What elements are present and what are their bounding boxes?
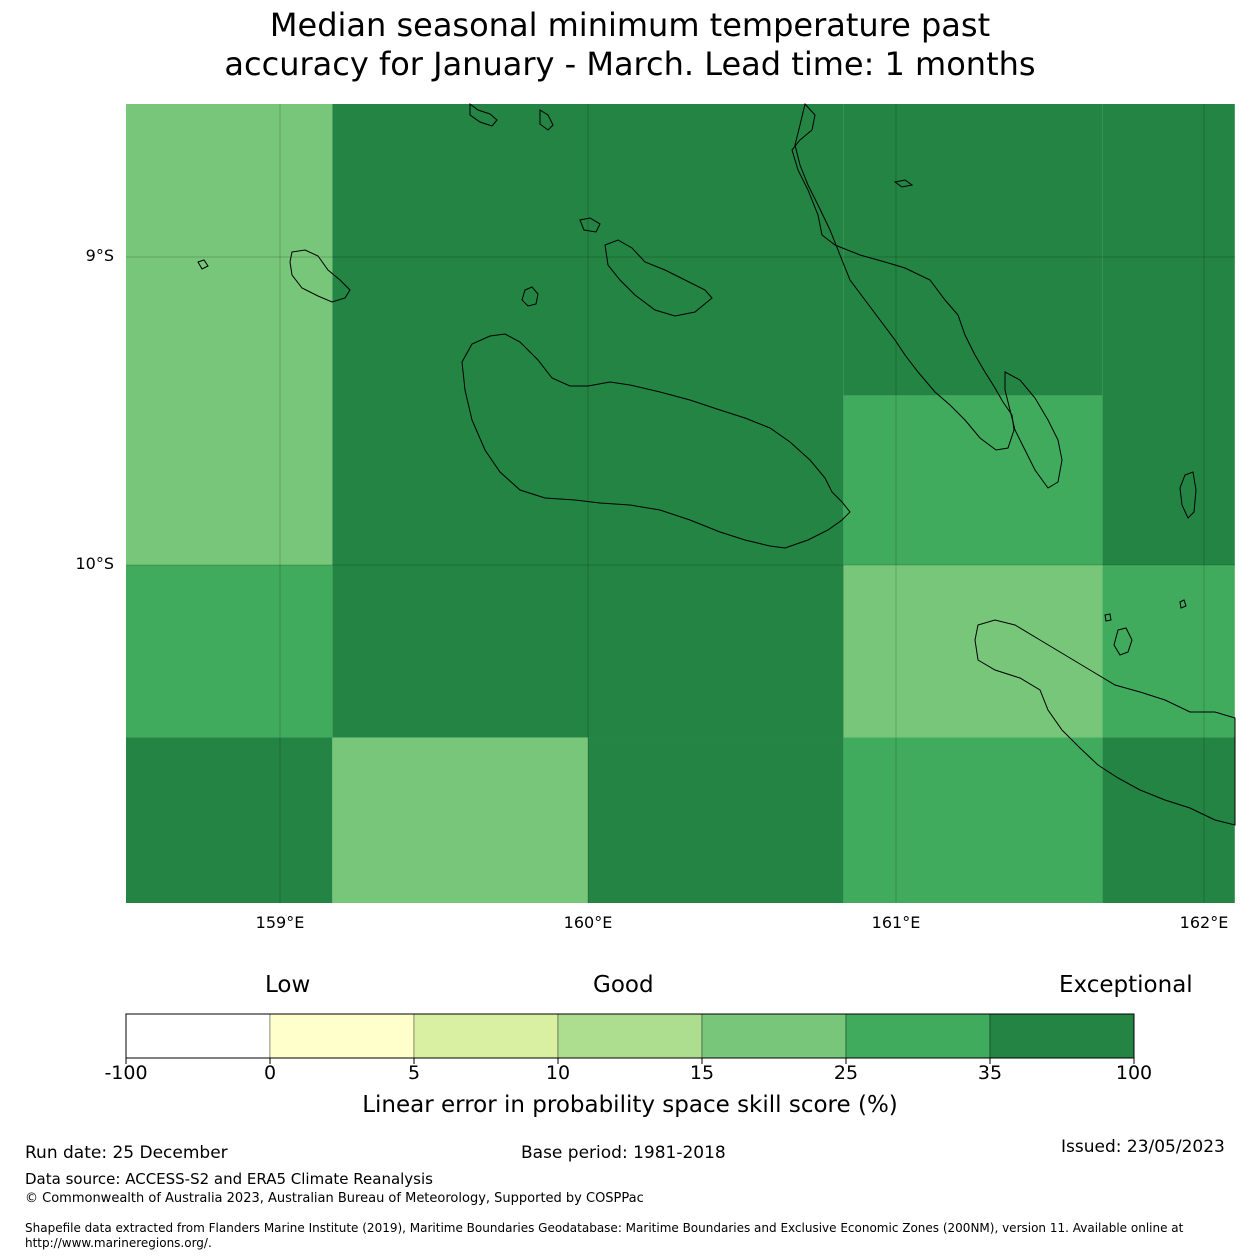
grid-cell (843, 104, 1103, 396)
grid-cell (1102, 565, 1235, 738)
colorbar-tick: 25 (833, 1062, 859, 1084)
lon-label-160e: 160°E (563, 913, 613, 932)
grid-cell (843, 565, 1103, 738)
run-date: Run date: 25 December (25, 1143, 228, 1163)
grid-cell (332, 104, 844, 565)
grid-cell (1102, 737, 1235, 903)
colorbar-tick: 15 (689, 1062, 715, 1084)
colorbar-segment (845, 1013, 991, 1059)
grid-cell (126, 565, 333, 738)
colorbar-tick: 10 (545, 1062, 571, 1084)
coastline-north-islet-2 (539, 109, 554, 131)
colorbar-tick: 35 (977, 1062, 1003, 1084)
grid-cell (332, 565, 844, 738)
data-source: Data source: ACCESS-S2 and ERA5 Climate … (25, 1170, 433, 1188)
coastlines (197, 102, 1236, 826)
colorbar-segment (989, 1013, 1135, 1059)
coastline-small-islet-3 (1104, 613, 1112, 622)
coastline-northern-islet (469, 103, 498, 127)
coastline-western-islet (197, 259, 209, 270)
coastline-russell-islands (289, 249, 351, 303)
title-line-2: accuracy for January - March. Lead time:… (224, 45, 1036, 83)
coastline-ugi (1113, 627, 1133, 656)
colorbar (125, 1013, 1135, 1064)
colorbar-tick: 0 (263, 1062, 277, 1084)
coastline-tulagi (579, 217, 601, 233)
colorbar-segment (557, 1013, 703, 1059)
coastline-savo (521, 286, 539, 307)
colorbar-title: Linear error in probability space skill … (362, 1092, 898, 1118)
grid-cell (843, 395, 1103, 565)
lat-label-9s: 9°S (85, 246, 114, 265)
chart-title: Median seasonal minimum temperature past… (0, 6, 1260, 84)
shapefile-credit: Shapefile data extracted from Flanders M… (25, 1221, 1184, 1250)
category-label-exceptional: Exceptional (1059, 972, 1193, 998)
grid-cell (332, 737, 588, 903)
grid-cell (1102, 104, 1235, 565)
coastline-makira (974, 619, 1236, 826)
colorbar-outline (125, 1013, 1135, 1059)
colorbar-tick: 100 (1115, 1062, 1153, 1084)
colorbar-tick: 5 (407, 1062, 421, 1084)
coastline-florida-islands (604, 239, 713, 317)
colorbar-tick: -100 (104, 1062, 148, 1084)
colorbar-segment (269, 1013, 415, 1059)
lat-label-10s: 10°S (75, 554, 114, 573)
colorbar-segment (413, 1013, 559, 1059)
grid-cell (126, 737, 333, 903)
title-line-1: Median seasonal minimum temperature past (269, 6, 991, 44)
coastline-guadalcanal (461, 333, 851, 549)
copyright: © Commonwealth of Australia 2023, Austra… (25, 1191, 644, 1206)
base-period: Base period: 1981-2018 (521, 1143, 726, 1163)
skill-grid (126, 104, 1235, 903)
coastline-small-islet-1 (893, 179, 914, 188)
coastline-small-islet-2 (1179, 599, 1187, 609)
issued-date: Issued: 23/05/2023 (1061, 1137, 1225, 1157)
grid-cell (588, 737, 844, 903)
lon-label-159e: 159°E (255, 913, 305, 932)
colorbar-segment (701, 1013, 847, 1059)
coastline-small-malaita (1004, 371, 1063, 489)
grid-cell (843, 737, 1103, 903)
category-label-low: Low (265, 972, 311, 998)
graticule (126, 104, 1235, 903)
colorbar-segment (125, 1013, 271, 1059)
lon-label-162e: 162°E (1179, 913, 1229, 932)
coastline-ulawa (1179, 471, 1197, 519)
category-label-good: Good (593, 972, 654, 998)
grid-cell (126, 104, 333, 565)
coastline-malaita (791, 102, 1015, 451)
lon-label-161e: 161°E (871, 913, 921, 932)
